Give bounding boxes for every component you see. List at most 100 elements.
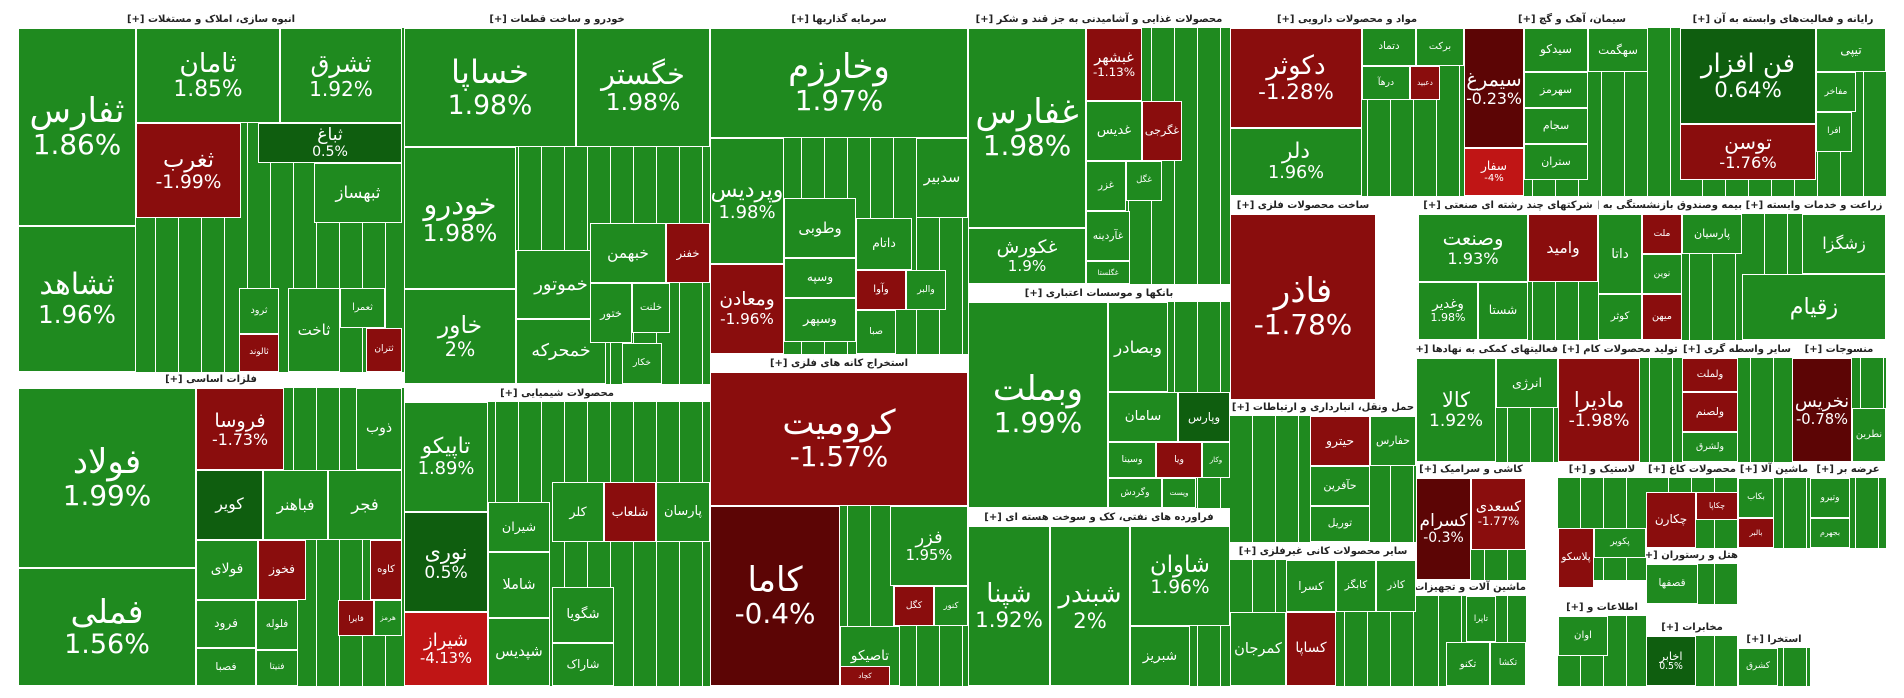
sector-header[interactable]: بانکها و موسسات اعتباری [+] [968,286,1230,302]
sector-header[interactable]: هتل و رستوران [+] [1646,548,1738,564]
stock-tile-7-5[interactable]: ویا [1156,442,1202,478]
stock-tile-25-1[interactable]: چکاپا [1696,492,1738,520]
stock-tile-9-5[interactable]: دعبید [1410,66,1440,100]
stock-tile-0-7[interactable]: ثباغ 0.5% [258,123,402,163]
stock-tile-5-5[interactable]: کنور [934,586,968,626]
stock-tile-14-5[interactable]: پارسیان [1682,214,1742,254]
sector-header[interactable]: فلزات اساسی [+] [18,372,404,388]
sector-header[interactable]: فراورده های نفتی، کک و سوخت هسته ای [+] [968,510,1230,526]
stock-tile-2-8[interactable]: ختور [590,283,632,343]
stock-tile-3-4[interactable]: کلر [552,482,604,542]
stock-tile-19-2[interactable]: تکشا [1490,642,1526,686]
stock-tile-1-11[interactable]: هرمز [374,600,402,636]
stock-tile-8-2[interactable]: شبریز [1130,626,1190,686]
stock-tile-11-0[interactable]: فن افزار 0.64% [1680,28,1816,124]
sector-header[interactable]: مخابرات [+] [1646,620,1738,636]
stock-tile-8-0[interactable]: شپنا 1.92% [968,526,1050,686]
stock-tile-17-0[interactable]: کسرا [1286,560,1336,612]
sector-header[interactable]: ماشین آلات و تجهیزات [+] [1416,580,1526,596]
stock-tile-22-1[interactable]: ولصنم [1682,392,1738,432]
stock-tile-5-6[interactable]: کچاد [840,666,890,686]
stock-tile-4-1[interactable]: وپردیس 1.98% [710,138,784,264]
stock-tile-4-5[interactable]: داتام [856,218,912,270]
stock-tile-0-9[interactable]: ثاخت [288,288,340,372]
stock-tile-0-8[interactable]: ثبهساز [314,163,402,223]
stock-tile-0-3[interactable]: ثشرق 1.92% [280,28,402,123]
stock-tile-15-1[interactable]: زقیام [1742,274,1886,340]
stock-tile-28-0[interactable]: قصفها [1646,564,1698,604]
stock-tile-9-1[interactable]: دلر 1.96% [1230,128,1362,196]
stock-tile-1-6[interactable]: ذوب [356,388,402,470]
stock-tile-8-3[interactable]: شاوان 1.96% [1130,526,1230,626]
sector-header[interactable]: زراعت و خدمات وابسته [+] [1742,198,1886,214]
stock-tile-6-2[interactable]: غبشهر -1.13% [1086,28,1142,101]
stock-tile-3-5[interactable]: شپدیس [488,618,550,686]
stock-tile-3-0[interactable]: تاپیکو 1.89% [404,402,488,512]
sector-header[interactable]: سایر واسطه گری [+] [1682,342,1792,358]
stock-tile-3-8[interactable]: شگویا [552,587,614,643]
stock-tile-7-8[interactable]: وپست [1162,478,1196,508]
stock-tile-14-1[interactable]: داتا [1598,214,1642,294]
stock-tile-10-5[interactable]: ستران [1524,144,1588,180]
stock-tile-6-8[interactable]: غگلستا [1086,261,1130,284]
stock-tile-0-0[interactable]: ثفارس 1.86% [18,28,136,226]
stock-tile-5-0[interactable]: کرومیت -1.57% [710,372,968,506]
stock-tile-17-3[interactable]: کساپا [1286,612,1336,686]
stock-tile-29-0[interactable]: اوان [1558,616,1608,656]
sector-header[interactable]: ساخت محصولات فلزی [+] [1230,198,1376,214]
sector-header[interactable]: فعالیتهای کمکی به نهادها [+] [1416,342,1558,358]
stock-tile-0-1[interactable]: ثشاهد 1.96% [18,226,136,372]
sector-header[interactable]: محصولات غذایی و آشامیدنی به جز قند و شکر… [968,12,1230,28]
stock-tile-3-2[interactable]: شلعاب [604,482,656,542]
stock-tile-0-2[interactable]: ثامان 1.85% [136,28,280,123]
stock-tile-27-1[interactable]: بجهرم [1810,518,1850,548]
sector-header[interactable]: ماشین آلا [+] [1738,462,1810,478]
stock-tile-23-1[interactable]: نطرین [1852,408,1886,462]
stock-tile-7-6[interactable]: وکار [1202,442,1230,478]
stock-tile-3-6[interactable]: شاملا [488,552,550,618]
stock-tile-26-0[interactable]: بکاب [1738,478,1774,518]
stock-tile-25-0[interactable]: چکارن [1646,492,1696,548]
stock-tile-4-4[interactable]: وطوبی [784,198,856,258]
stock-tile-3-7[interactable]: شیران [488,502,550,552]
stock-tile-11-4[interactable]: افرا [1816,112,1852,152]
stock-tile-7-1[interactable]: وبصادر [1108,302,1168,392]
stock-tile-2-2[interactable]: خودرو 1.98% [404,147,516,289]
sector-header[interactable]: سیمان، آهک و گچ [+] [1464,12,1680,28]
stock-tile-10-2[interactable]: سهگمت [1588,28,1648,72]
stock-tile-1-3[interactable]: فجر [328,470,402,540]
sector-header[interactable]: شرکتهای چند رشته ای صنعتی [+] [1418,198,1598,214]
stock-tile-0-5[interactable]: ثرود [239,288,279,334]
stock-tile-14-2[interactable]: نوین [1642,254,1682,294]
stock-tile-17-2[interactable]: کاذر [1376,560,1416,612]
stock-tile-2-1[interactable]: خگستر 1.98% [576,28,710,147]
stock-tile-11-2[interactable]: تیپی [1816,28,1886,72]
stock-tile-30-0[interactable]: اخابر 0.5% [1646,636,1696,686]
sector-header[interactable]: رایانه و فعالیت‌های وابسته به آن [+] [1680,12,1886,28]
stock-tile-7-0[interactable]: وبملت 1.99% [968,302,1108,508]
stock-tile-2-0[interactable]: خساپا 1.98% [404,28,576,147]
stock-tile-7-4[interactable]: وسینا [1108,442,1156,478]
stock-tile-13-1[interactable]: وصنعت 1.93% [1418,214,1528,282]
stock-tile-11-1[interactable]: توسن -1.76% [1680,124,1816,180]
stock-tile-10-6[interactable]: سفار -4% [1464,148,1524,196]
stock-tile-1-14[interactable]: فرود [196,600,256,648]
stock-tile-2-3[interactable]: خاور 2% [404,289,516,384]
stock-tile-6-1[interactable]: غکورش 1.9% [968,228,1086,284]
stock-tile-4-7[interactable]: وسپهر [784,298,856,342]
stock-tile-11-3[interactable]: مفاخر [1816,72,1856,112]
stock-tile-1-0[interactable]: فولاد 1.99% [18,388,196,568]
sector-header[interactable]: استخرا [+] [1738,632,1810,648]
stock-tile-1-13[interactable]: فنیتا [256,650,298,686]
stock-tile-1-15[interactable]: فصبا [196,648,256,686]
stock-tile-2-10[interactable]: خکار [622,343,662,384]
sector-header[interactable]: خودرو و ساخت قطعات [+] [404,12,710,28]
stock-tile-20-1[interactable]: انرژی [1496,358,1558,408]
stock-tile-13-3[interactable]: وغدیر 1.98% [1418,282,1478,340]
sector-header[interactable]: محصولات شیمیایی [+] [404,386,710,402]
stock-tile-8-1[interactable]: شبندر 2% [1050,526,1130,686]
stock-tile-2-7[interactable]: خفنر [666,223,710,283]
sector-header[interactable]: مواد و محصولات دارویی [+] [1230,12,1464,28]
stock-tile-31-0[interactable]: کشرق [1738,648,1778,686]
stock-tile-1-12[interactable]: فلوله [256,600,298,650]
